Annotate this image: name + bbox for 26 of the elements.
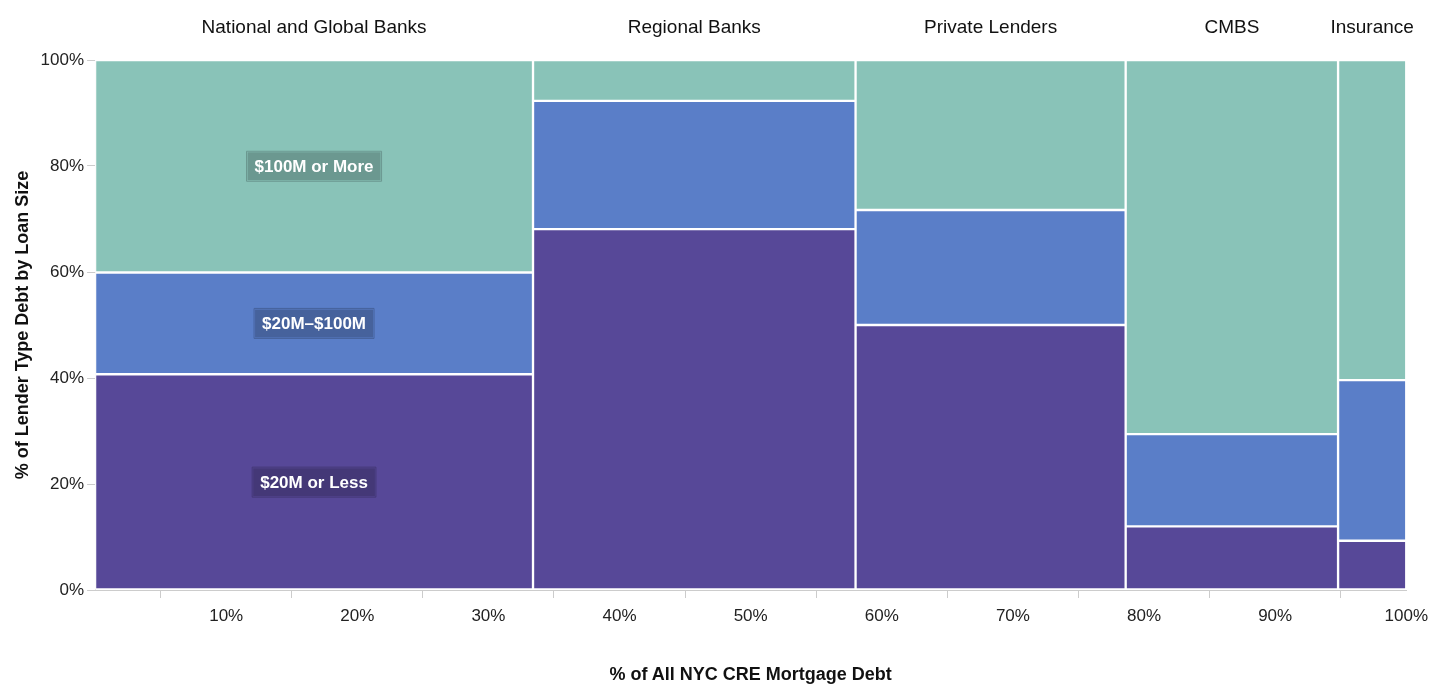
- x-tick-label: 70%: [995, 605, 1030, 625]
- series-label: $20M–$100M: [262, 314, 367, 334]
- y-tick-label: 20%: [50, 473, 85, 493]
- y-tick-label: 100%: [40, 49, 85, 69]
- y-tick-label: 80%: [50, 155, 85, 175]
- series-label: $20M or Less: [260, 472, 368, 492]
- x-tick-label: 90%: [1258, 605, 1293, 625]
- x-tick-label: 10%: [209, 605, 244, 625]
- annotation: CMBS: [1204, 16, 1260, 38]
- y-tick-label: 60%: [50, 261, 85, 281]
- y-tick-label: 40%: [50, 367, 85, 387]
- annotation: Regional Banks: [627, 16, 761, 38]
- x-tick-label: 40%: [602, 605, 637, 625]
- x-tick-label: 50%: [733, 605, 768, 625]
- y-tick-label: 0%: [59, 579, 85, 599]
- x-axis-title: % of All NYC CRE Mortgage Debt: [609, 664, 892, 685]
- x-tick-label: 80%: [1127, 605, 1162, 625]
- annotation: Insurance: [1330, 16, 1414, 38]
- series-label: $100M or More: [254, 156, 374, 176]
- y-axis-title: % of Lender Type Debt by Loan Size: [11, 170, 32, 480]
- x-tick-label: 60%: [864, 605, 899, 625]
- x-tick-label: 100%: [1384, 605, 1428, 625]
- annotation: National and Global Banks: [201, 16, 427, 38]
- x-tick-label: 30%: [471, 605, 506, 625]
- annotation: Private Lenders: [924, 16, 1058, 38]
- x-tick-label: 20%: [340, 605, 375, 625]
